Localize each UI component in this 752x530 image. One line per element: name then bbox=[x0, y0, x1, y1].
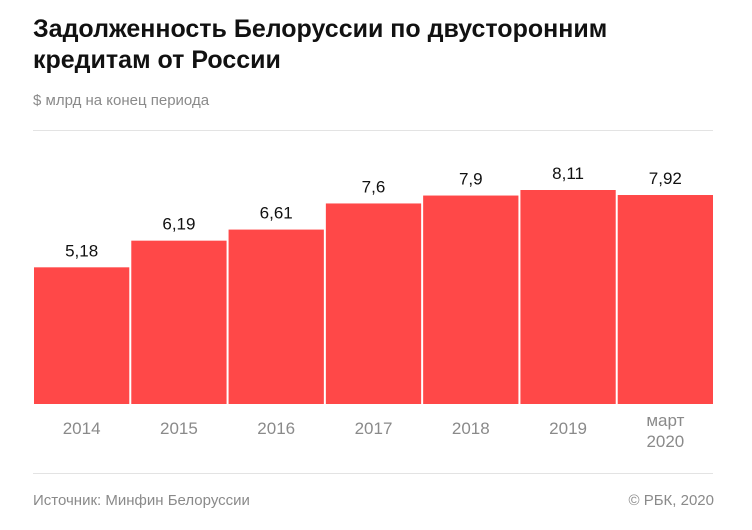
value-label-4: 7,9 bbox=[459, 170, 483, 189]
bar-4 bbox=[423, 195, 519, 404]
value-label-5: 8,11 bbox=[552, 164, 584, 183]
bar-1 bbox=[131, 240, 227, 404]
bottom-divider bbox=[33, 473, 713, 474]
bar-5 bbox=[520, 190, 616, 404]
bar-6 bbox=[617, 195, 713, 404]
value-label-1: 6,19 bbox=[162, 215, 195, 234]
value-label-2: 6,61 bbox=[260, 204, 293, 223]
x-tick-label-0: 2014 bbox=[63, 419, 101, 438]
value-label-0: 5,18 bbox=[65, 241, 98, 260]
chart-subtitle: $ млрд на конец периода bbox=[33, 92, 210, 109]
x-tick-label-2: 2016 bbox=[257, 419, 295, 438]
x-tick-label-4: 2018 bbox=[452, 419, 490, 438]
value-label-6: 7,92 bbox=[649, 169, 682, 188]
copyright-note: © РБК, 2020 bbox=[628, 492, 714, 509]
bar-0 bbox=[34, 267, 130, 404]
chart-title: Задолженность Белоруссии по двусторонним… bbox=[33, 15, 608, 74]
bar-3 bbox=[325, 203, 422, 404]
x-tick-label-5: 2019 bbox=[549, 419, 587, 438]
x-tick-label-6: март 2020 bbox=[646, 411, 684, 451]
source-note: Источник: Минфин Белоруссии bbox=[33, 492, 250, 509]
x-tick-label-3: 2017 bbox=[355, 419, 393, 438]
value-label-3: 7,6 bbox=[362, 177, 386, 196]
x-tick-label-1: 2015 bbox=[160, 419, 198, 438]
bar-2 bbox=[228, 229, 324, 404]
top-divider bbox=[33, 130, 713, 131]
